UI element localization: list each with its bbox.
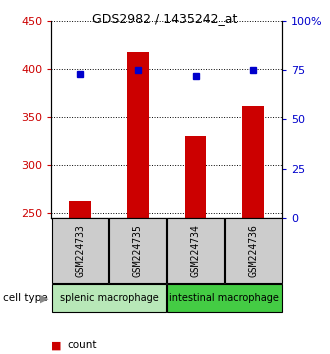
Bar — [69, 201, 91, 218]
Text: ■: ■ — [51, 340, 62, 350]
Text: ▶: ▶ — [40, 293, 49, 303]
Text: intestinal macrophage: intestinal macrophage — [170, 293, 279, 303]
Text: GSM224734: GSM224734 — [190, 224, 201, 277]
Bar — [167, 218, 224, 282]
Text: GSM224735: GSM224735 — [133, 224, 143, 277]
Text: GSM224736: GSM224736 — [248, 224, 258, 277]
Text: count: count — [68, 340, 97, 350]
Bar — [184, 136, 207, 218]
Text: splenic macrophage: splenic macrophage — [59, 293, 158, 303]
Text: cell type: cell type — [3, 293, 48, 303]
Bar — [127, 52, 149, 218]
Text: GSM224733: GSM224733 — [75, 224, 85, 277]
Bar — [242, 105, 264, 218]
Bar — [167, 284, 281, 312]
Bar — [110, 218, 166, 282]
Bar — [52, 218, 108, 282]
Bar — [52, 284, 166, 312]
Bar — [225, 218, 281, 282]
Text: GDS2982 / 1435242_at: GDS2982 / 1435242_at — [92, 12, 238, 25]
